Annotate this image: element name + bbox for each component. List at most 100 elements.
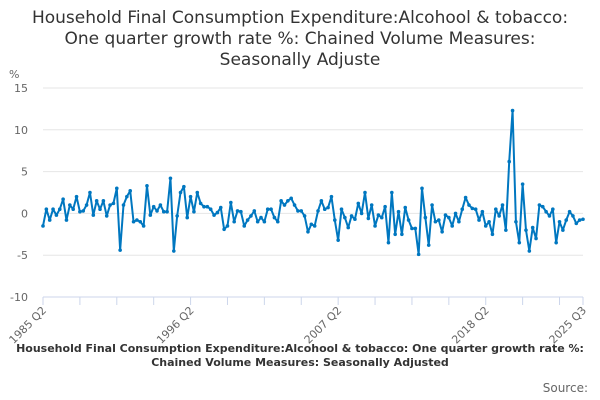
data-point (356, 201, 361, 206)
data-point (121, 203, 126, 207)
data-point (473, 207, 478, 212)
data-point (493, 207, 498, 212)
data-point (272, 215, 277, 220)
data-point (161, 209, 166, 214)
data-point (74, 194, 79, 199)
data-point (128, 189, 133, 193)
data-point (215, 210, 220, 215)
data-point (477, 218, 481, 222)
data-point (544, 209, 548, 214)
data-point (423, 215, 428, 220)
series-line (42, 109, 584, 256)
x-tick-label: 2018 Q2 (449, 304, 492, 347)
data-point (208, 207, 213, 212)
data-point (507, 159, 512, 164)
y-tick-label: 15 (14, 82, 28, 95)
data-point (262, 219, 267, 224)
data-point (235, 209, 240, 213)
data-point (185, 215, 190, 220)
data-point (255, 219, 260, 224)
data-point (470, 206, 475, 211)
data-point (114, 186, 119, 191)
data-point (490, 232, 495, 237)
data-point (386, 240, 391, 245)
data-point (359, 211, 364, 216)
data-point (460, 207, 465, 212)
data-point (567, 209, 572, 214)
data-point (289, 196, 293, 201)
legend-item[interactable]: Household Final Consumption Expenditure:… (16, 342, 584, 369)
data-point (547, 214, 552, 218)
data-point (349, 214, 354, 218)
y-tick-label: -10 (10, 291, 28, 304)
data-point (108, 203, 112, 207)
data-point (259, 215, 263, 220)
data-point (222, 227, 226, 232)
data-point (403, 205, 408, 210)
data-point (527, 249, 532, 253)
data-point (453, 211, 458, 216)
data-point (339, 207, 344, 212)
data-point (383, 204, 387, 209)
data-point (343, 215, 347, 220)
data-point (296, 209, 300, 213)
data-point (497, 214, 501, 218)
data-point (172, 249, 176, 253)
x-tick-label: 1985 Q2 (7, 304, 50, 347)
data-point (363, 190, 367, 195)
data-point (551, 207, 555, 212)
data-point (487, 219, 491, 224)
data-point (94, 199, 99, 203)
data-point (316, 209, 320, 213)
data-point (111, 201, 116, 206)
data-point (91, 213, 96, 217)
data-point (306, 229, 310, 234)
data-point (98, 207, 102, 212)
data-point (336, 238, 340, 242)
data-point (71, 207, 75, 212)
data-point (192, 209, 196, 214)
data-point (353, 217, 357, 222)
data-point (322, 207, 327, 212)
y-tick-label: 5 (21, 166, 28, 179)
data-point (410, 226, 414, 231)
data-point (249, 214, 253, 218)
data-point (480, 209, 485, 214)
data-point (202, 204, 206, 209)
data-point (561, 228, 565, 232)
data-point (436, 218, 441, 222)
data-point (225, 224, 230, 228)
data-point (54, 213, 59, 217)
data-point (369, 203, 374, 207)
data-point (346, 225, 351, 230)
data-point (312, 224, 317, 228)
data-point (450, 224, 454, 228)
data-point (396, 209, 401, 214)
data-point (218, 205, 223, 210)
data-point (165, 209, 169, 214)
data-point (178, 190, 183, 195)
data-point (373, 224, 377, 228)
data-point (205, 204, 210, 209)
y-axis-label: % (9, 68, 19, 81)
data-point (366, 216, 371, 221)
data-point (406, 218, 411, 222)
data-point (577, 218, 582, 222)
data-point (68, 203, 72, 207)
data-point (158, 203, 163, 207)
data-point (78, 209, 82, 214)
data-point (510, 108, 515, 113)
data-point (520, 182, 525, 186)
data-point (125, 194, 129, 199)
data-point (517, 240, 522, 245)
data-point (537, 203, 542, 207)
data-point (188, 194, 193, 199)
data-point (245, 218, 250, 222)
data-point (457, 219, 461, 224)
data-point (574, 221, 579, 226)
data-point (440, 229, 444, 234)
data-point (534, 236, 538, 241)
data-point (51, 207, 55, 212)
data-point (81, 209, 86, 213)
data-point (286, 199, 290, 203)
